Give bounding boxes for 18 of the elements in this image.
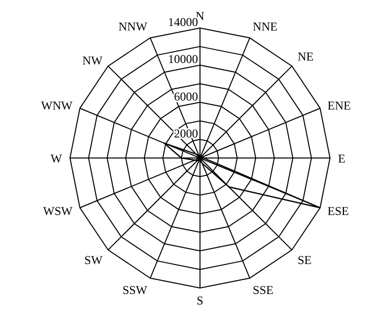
spoke-label: S xyxy=(196,294,204,308)
spoke-label: SSW xyxy=(122,283,148,298)
spoke-label: E xyxy=(338,151,346,166)
spoke-label: NNE xyxy=(252,20,278,34)
spoke-label: W xyxy=(50,151,63,166)
spoke-label: ESE xyxy=(327,204,349,218)
spoke-label: NE xyxy=(298,49,314,64)
y-tick-label: 10000 xyxy=(168,52,198,66)
spoke-label: WSW xyxy=(43,204,74,218)
spoke-label: NNW xyxy=(118,20,148,34)
spoke-label: NW xyxy=(82,54,104,68)
y-tick-label: 14000 xyxy=(168,15,198,29)
y-tick-label: 6000 xyxy=(174,89,198,104)
spoke-label: SSE xyxy=(252,283,274,298)
spoke-label: ENE xyxy=(327,98,351,112)
spoke-label: SW xyxy=(84,253,104,268)
spoke-label: SE xyxy=(298,253,312,268)
spoke-label: WNW xyxy=(41,98,74,112)
